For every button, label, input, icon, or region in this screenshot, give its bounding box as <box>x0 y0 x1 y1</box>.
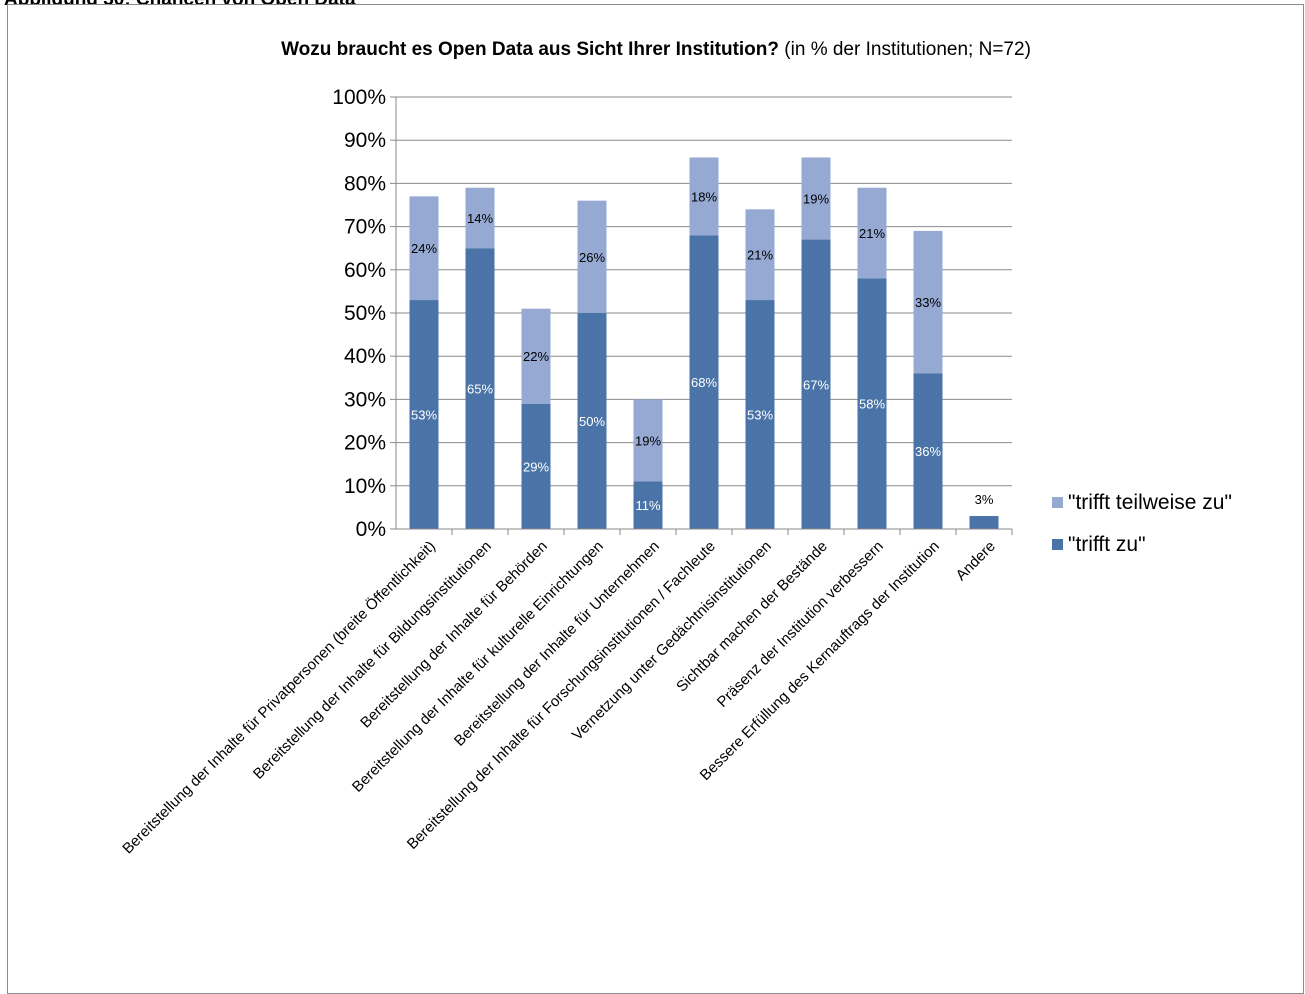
bar-segment <box>857 278 887 529</box>
legend-swatch <box>1052 497 1063 508</box>
data-label: 18% <box>691 189 717 204</box>
data-label: 3% <box>975 492 994 507</box>
y-tick-label: 30% <box>344 388 386 411</box>
data-label: 50% <box>579 414 605 429</box>
bar-segment <box>801 239 831 529</box>
data-label: 21% <box>859 226 885 241</box>
y-tick-label: 10% <box>344 475 386 498</box>
data-label: 53% <box>411 408 437 423</box>
bar-segment <box>857 187 887 279</box>
bar-segment <box>577 313 607 529</box>
data-label: 19% <box>635 433 661 448</box>
y-tick-label: 50% <box>344 302 386 325</box>
y-tick-label: 40% <box>344 345 386 368</box>
chart-title-main: Wozu braucht es Open Data aus Sicht Ihre… <box>281 39 779 60</box>
x-category-label: Vernetzung unter Gedächtnisinstitutionen <box>569 538 775 744</box>
legend-swatch <box>1052 539 1063 550</box>
data-label: 68% <box>691 375 717 390</box>
bar-segment <box>409 196 439 301</box>
bar-segment <box>633 399 663 482</box>
data-label: 24% <box>411 241 437 256</box>
bar-segment <box>521 403 551 529</box>
bar-segment <box>465 187 495 249</box>
y-tick-label: 60% <box>344 259 386 282</box>
bar-segment <box>745 209 775 301</box>
x-axis-category-labels: Bereitstellung der Inhalte für Privatper… <box>119 537 999 857</box>
data-label: 26% <box>579 250 605 265</box>
data-label: 29% <box>523 459 549 474</box>
data-label: 33% <box>915 295 941 310</box>
y-tick-label: 70% <box>344 216 386 239</box>
x-category-label: Andere <box>953 538 999 584</box>
x-category-label: Bereitstellung der Inhalte für Unternehm… <box>451 538 663 750</box>
bar-segment <box>521 308 551 404</box>
legend-label: "trifft teilweise zu" <box>1068 491 1232 514</box>
bar-segment <box>913 373 943 529</box>
data-label: 53% <box>747 408 773 423</box>
data-label: 14% <box>467 211 493 226</box>
chart-frame: Wozu braucht es Open Data aus Sicht Ihre… <box>7 4 1304 994</box>
bar-segment <box>689 157 719 236</box>
y-tick-label: 90% <box>344 129 386 152</box>
data-label: 36% <box>915 444 941 459</box>
bar-segment <box>689 235 719 530</box>
chart-title-note: (in % der Institutionen; N=72) <box>779 39 1031 60</box>
bar-segment <box>913 230 943 374</box>
bar-segment <box>577 200 607 313</box>
bar-segment <box>801 157 831 240</box>
y-tick-label: 0% <box>356 518 386 541</box>
chart-title: Wozu braucht es Open Data aus Sicht Ihre… <box>281 39 1031 60</box>
y-tick-label: 80% <box>344 172 386 195</box>
bar-segment <box>409 300 439 529</box>
bar-segment <box>465 248 495 529</box>
data-label: 21% <box>747 248 773 263</box>
data-label: 58% <box>859 397 885 412</box>
data-label: 65% <box>467 382 493 397</box>
stacked-bar-chart: Wozu braucht es Open Data aus Sicht Ihre… <box>119 39 1232 857</box>
bar-segment <box>969 516 999 529</box>
legend-label: "trifft zu" <box>1068 533 1146 556</box>
y-axis-tick-labels: 0% 10% 20% 30% 40% 50% 60% 70% 80% 90% 100% <box>332 86 386 541</box>
data-label: 67% <box>803 377 829 392</box>
data-label: 22% <box>523 349 549 364</box>
bar-segment <box>633 481 663 529</box>
y-tick-label: 100% <box>332 86 386 109</box>
legend: "trifft teilweise zu" "trifft zu" <box>1052 491 1232 556</box>
data-label: 19% <box>803 192 829 207</box>
data-label: 11% <box>635 498 660 513</box>
bars: 53% 24% 65% 14% 29% 22% 50% 26% 11% 19% 68% 18% 53% 2… <box>409 157 999 530</box>
axes <box>395 97 1012 530</box>
bar-segment <box>745 300 775 529</box>
y-tick-label: 20% <box>344 432 386 455</box>
